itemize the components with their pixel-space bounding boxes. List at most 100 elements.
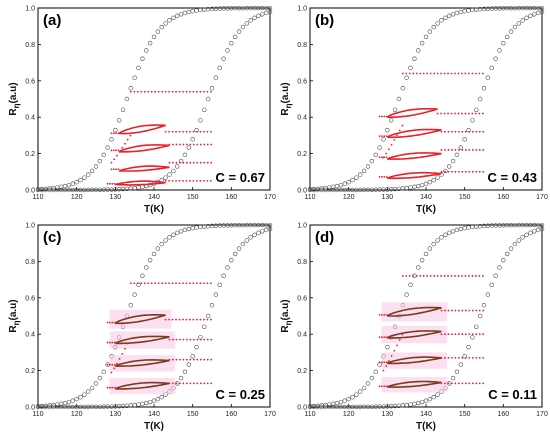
cooling-point [198,7,203,13]
rise-dot [129,337,132,340]
plateau-dot [182,318,184,321]
plateau-dot [172,161,174,164]
plateau-dot [478,333,481,336]
heating-point [209,303,215,308]
heating-point [450,158,456,164]
connector-dot [381,156,383,159]
connector-dot [112,168,115,171]
heating-point [132,402,137,408]
top-plateau-dot [175,90,177,93]
top-plateau-dot [457,72,460,75]
connector-dot [117,132,120,135]
minor-loop-upper [114,381,170,390]
heating-point [532,229,537,234]
plateau-dot [464,333,467,336]
heating-point [240,241,246,247]
minor-loop-upper [386,380,442,388]
connector-dot [115,149,118,152]
heating-point [539,226,545,232]
connector-dot [383,314,386,316]
x-tick-label: 140 [148,411,160,418]
loop-highlight [381,302,448,322]
plateau-dot [179,143,181,146]
x-tick-label: 110 [32,194,43,201]
cooling-point [447,13,452,19]
y-tick-label: 0.8 [297,259,307,266]
cooling-point [350,177,355,183]
cooling-point [167,235,172,240]
connector-dot [117,149,120,152]
cooling-point [377,145,382,150]
heating-point [186,145,192,150]
cooling-point [404,75,409,80]
heating-point [481,303,487,308]
plateau-dot [451,333,453,336]
rise-dot [129,134,132,137]
c-annotation: C = 0.25 [215,387,265,402]
connector-dot [109,182,111,185]
plateau-dot [175,382,178,385]
top-plateau-dot [161,282,164,285]
y-tick-label: 0.4 [25,332,35,339]
connector-dot [385,156,388,159]
cooling-point [404,292,409,297]
top-plateau-dot [440,275,442,277]
plateau-dot [168,143,171,146]
cooling-point [470,7,475,13]
plateau-dot [175,180,177,182]
plateau-dot [164,180,167,182]
cooling-point [358,389,363,394]
loop-highlight [381,352,448,369]
y-tick-label: 0.4 [297,115,307,122]
top-plateau-dot [154,90,157,93]
cooling-point [74,396,79,402]
cooling-point [144,265,149,270]
rise-dot [382,369,385,372]
cooling-point [470,224,475,230]
minor-loop-upper [118,165,170,172]
cooling-point [105,145,110,150]
heating-point [408,185,413,190]
plateau-dot [179,338,181,341]
plateau-dot [444,333,446,336]
heating-point [462,354,467,359]
top-plateau-dot [164,90,167,93]
plateau-dot [175,358,178,361]
heating-point [167,172,172,177]
rise-dot [121,146,124,149]
top-plateau-dot [189,90,191,93]
cooling-point [82,175,87,180]
heating-point [520,18,525,23]
top-plateau-dot [478,72,481,75]
heating-point [202,107,207,112]
x-tick-label: 120 [71,411,83,418]
plateau-dot [482,170,485,173]
heating-point [493,56,498,61]
connector-dot [385,175,388,178]
cooling-point [66,182,72,188]
plateau-dot [461,149,464,151]
top-plateau-dot [481,72,484,75]
plateau-dot [444,309,446,312]
top-plateau-dot [464,72,467,75]
minor-loop-upper [386,128,442,138]
plateau-dot [192,161,195,164]
chart-panel: 110 120 130 140 150 160 170 0.0 0.2 0.4 0.6 0.8 1.0 T… [280,6,548,216]
top-plateau-dot [182,90,184,93]
plateau-dot [192,130,195,133]
plateau-dot [189,382,192,385]
cooling-point [361,385,367,391]
cooling-point [419,40,425,46]
plateau-dot [203,382,206,385]
plateau-dot [440,309,443,312]
plateau-dot [475,149,478,151]
cooling-point [435,21,440,26]
top-plateau-dot [178,90,181,93]
heating-point [217,282,222,288]
heating-point [516,21,521,26]
cooling-point [385,344,390,350]
heating-point [198,118,203,123]
connector-dot [385,314,388,316]
plateau-dot [461,130,464,133]
plateau-dot [182,161,185,164]
